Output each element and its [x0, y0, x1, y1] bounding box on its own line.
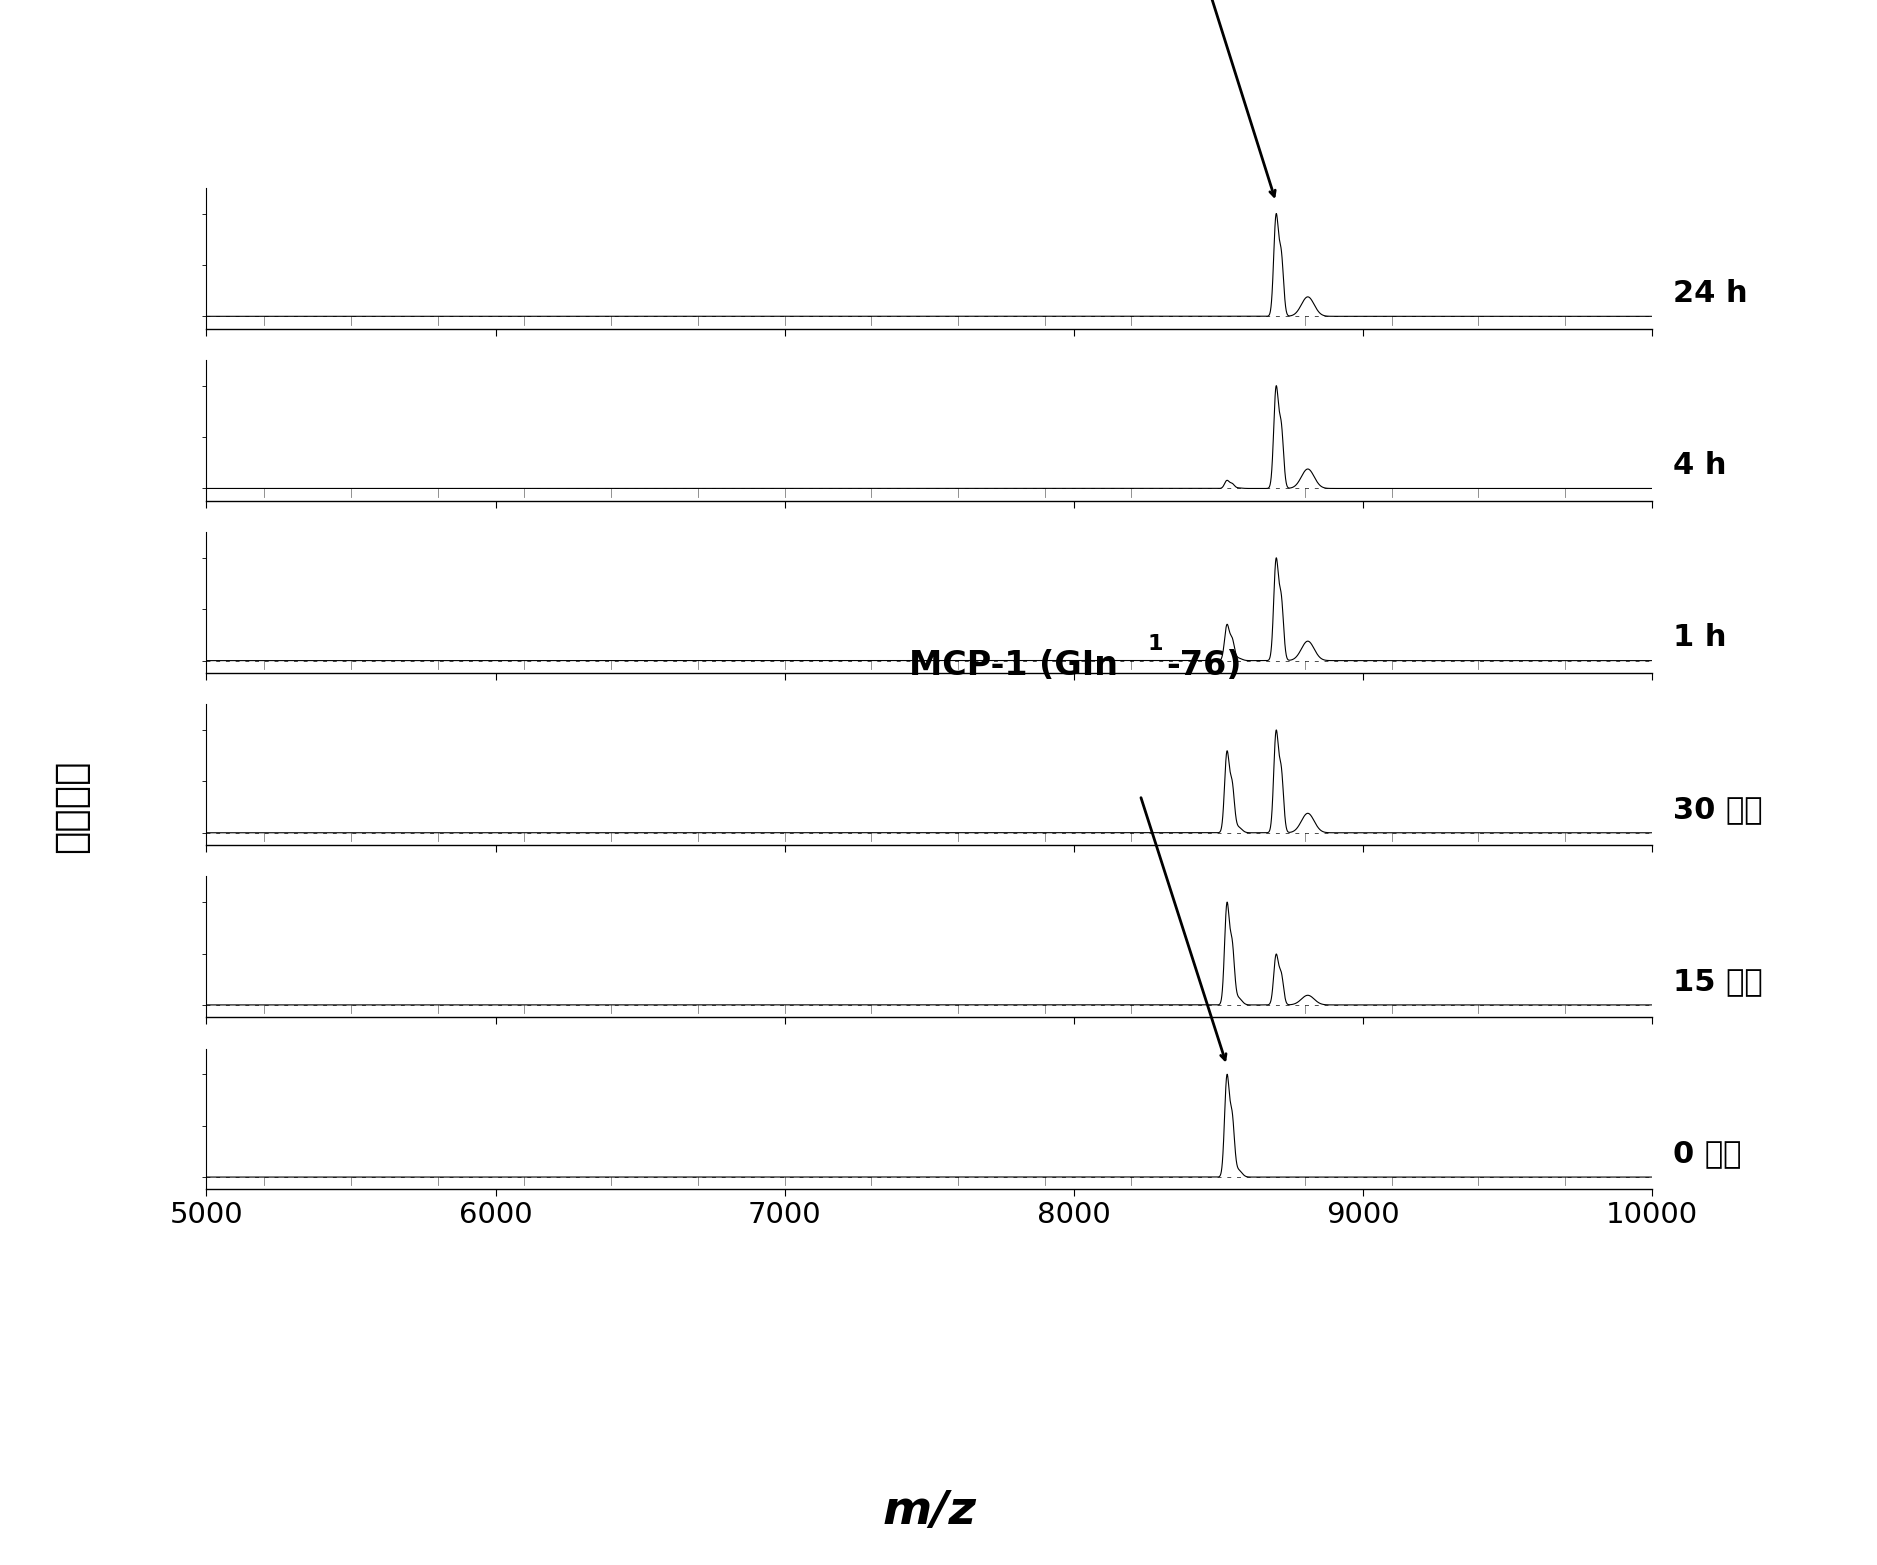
- Text: m/z: m/z: [882, 1488, 976, 1534]
- Text: 1 h: 1 h: [1674, 623, 1727, 653]
- Text: 30 分钟: 30 分钟: [1674, 795, 1763, 823]
- Text: 0 分钟: 0 分钟: [1674, 1139, 1742, 1167]
- Text: 15 分钟: 15 分钟: [1674, 967, 1763, 995]
- Text: 相对强度: 相对强度: [53, 759, 90, 853]
- Text: MCP-1 (GIn: MCP-1 (GIn: [908, 649, 1119, 682]
- Text: 24 h: 24 h: [1674, 279, 1747, 307]
- Text: 4 h: 4 h: [1674, 451, 1727, 480]
- Text: -76): -76): [1166, 649, 1243, 682]
- Text: 1: 1: [1147, 634, 1164, 654]
